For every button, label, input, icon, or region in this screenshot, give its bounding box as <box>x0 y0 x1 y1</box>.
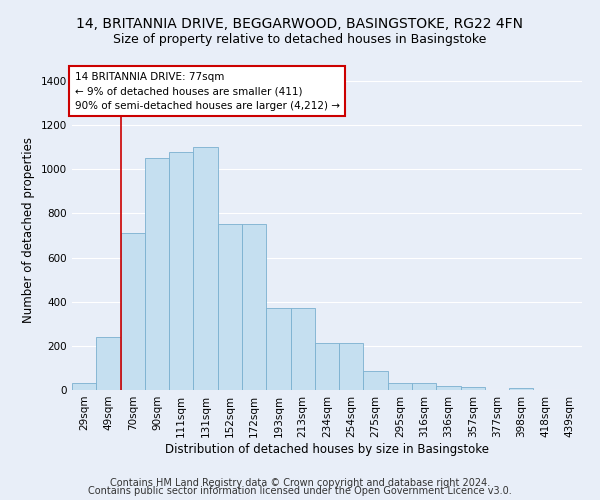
Bar <box>193 147 218 390</box>
Y-axis label: Number of detached properties: Number of detached properties <box>22 137 35 323</box>
Text: Size of property relative to detached houses in Basingstoke: Size of property relative to detached ho… <box>113 32 487 46</box>
Bar <box>96 337 121 390</box>
Text: Contains HM Land Registry data © Crown copyright and database right 2024.: Contains HM Land Registry data © Crown c… <box>110 478 490 488</box>
Bar <box>72 384 96 390</box>
Bar <box>388 384 412 390</box>
Bar <box>218 224 242 390</box>
Bar <box>266 308 290 390</box>
Text: 14 BRITANNIA DRIVE: 77sqm
← 9% of detached houses are smaller (411)
90% of semi-: 14 BRITANNIA DRIVE: 77sqm ← 9% of detach… <box>74 72 340 111</box>
Bar <box>242 224 266 390</box>
Bar <box>339 342 364 390</box>
Bar <box>461 386 485 390</box>
Bar <box>412 384 436 390</box>
Bar <box>145 158 169 390</box>
Bar <box>290 308 315 390</box>
Bar <box>315 342 339 390</box>
Text: Contains public sector information licensed under the Open Government Licence v3: Contains public sector information licen… <box>88 486 512 496</box>
Bar <box>121 234 145 390</box>
Text: 14, BRITANNIA DRIVE, BEGGARWOOD, BASINGSTOKE, RG22 4FN: 14, BRITANNIA DRIVE, BEGGARWOOD, BASINGS… <box>77 18 523 32</box>
Bar <box>364 371 388 390</box>
Bar <box>436 386 461 390</box>
Bar <box>509 388 533 390</box>
Bar <box>169 152 193 390</box>
X-axis label: Distribution of detached houses by size in Basingstoke: Distribution of detached houses by size … <box>165 442 489 456</box>
